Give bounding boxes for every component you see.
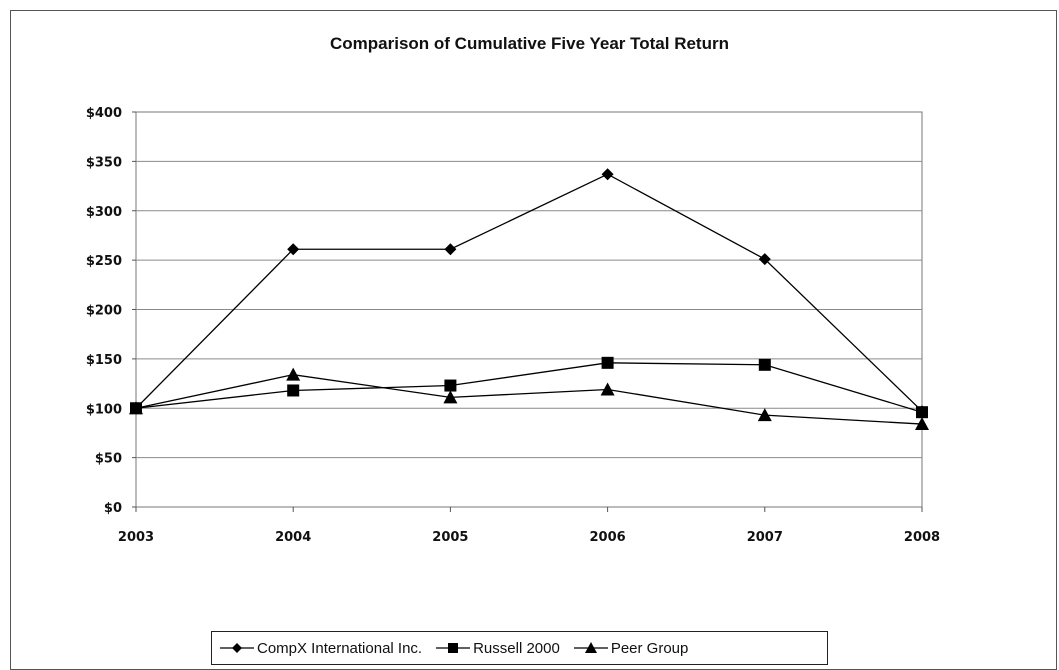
legend-item-compx: CompX International Inc. — [220, 640, 422, 657]
x-tick-label: 2005 — [432, 530, 468, 545]
data-point-square — [758, 358, 771, 371]
x-tick-label: 2006 — [590, 530, 626, 545]
legend-item-peer: Peer Group — [573, 639, 689, 657]
data-point-triangle — [129, 401, 143, 415]
x-tick-label: 2007 — [747, 530, 783, 545]
x-tick-label: 2008 — [904, 530, 940, 545]
y-tick-label: $200 — [86, 304, 122, 319]
series-line-diamond — [135, 173, 923, 412]
diamond-marker-icon — [220, 643, 254, 653]
data-point-diamond — [601, 168, 614, 181]
legend-label-russell: Russell 2000 — [473, 639, 560, 657]
legend-label-peer: Peer Group — [610, 639, 689, 657]
data-point-square — [444, 379, 457, 392]
series-line-square — [135, 362, 923, 413]
y-tick-label: $300 — [86, 205, 122, 220]
y-tick-label: $50 — [95, 452, 122, 467]
legend-label-compx: CompX International Inc. — [257, 639, 423, 657]
y-tick-label: $400 — [86, 106, 122, 121]
data-point-square — [916, 406, 928, 419]
series-line-triangle — [135, 374, 923, 425]
legend-item-russell: Russell 2000 — [436, 640, 560, 657]
gridlines — [136, 160, 922, 459]
data-point-diamond — [758, 253, 771, 266]
y-axis-ticks: $0 $50 $100 $150 $200 $250 $300 $350 $400 — [86, 106, 136, 516]
data-point-square — [601, 356, 614, 369]
data-point-triangle — [915, 417, 929, 431]
legend: CompX International Inc. Russell 2000 Pe… — [211, 631, 828, 665]
chart-title: Comparison of Cumulative Five Year Total… — [330, 34, 729, 53]
series-group — [129, 168, 929, 431]
data-point-triangle — [757, 408, 772, 422]
y-tick-label: $250 — [86, 254, 122, 269]
x-axis-ticks: 2003 2004 2005 2006 2007 2008 — [118, 507, 940, 545]
line-chart: $0$50$100$150$200$250$300$350$400 2003 20… — [86, 106, 940, 545]
data-point-triangle — [443, 390, 458, 404]
data-point-diamond — [287, 243, 300, 256]
data-point-square — [287, 384, 300, 397]
x-tick-label: 2004 — [275, 530, 311, 545]
x-tick-label: 2003 — [118, 530, 154, 545]
y-tick-label: $100 — [86, 402, 122, 417]
data-point-triangle — [600, 382, 615, 396]
square-marker-icon — [436, 643, 471, 653]
data-point-diamond — [444, 243, 457, 256]
y-tick-label: $0 — [104, 501, 122, 516]
triangle-marker-icon — [573, 642, 608, 653]
y-tick-label: $150 — [86, 353, 122, 368]
data-point-triangle — [286, 367, 301, 381]
y-tick-label: $350 — [86, 155, 122, 170]
